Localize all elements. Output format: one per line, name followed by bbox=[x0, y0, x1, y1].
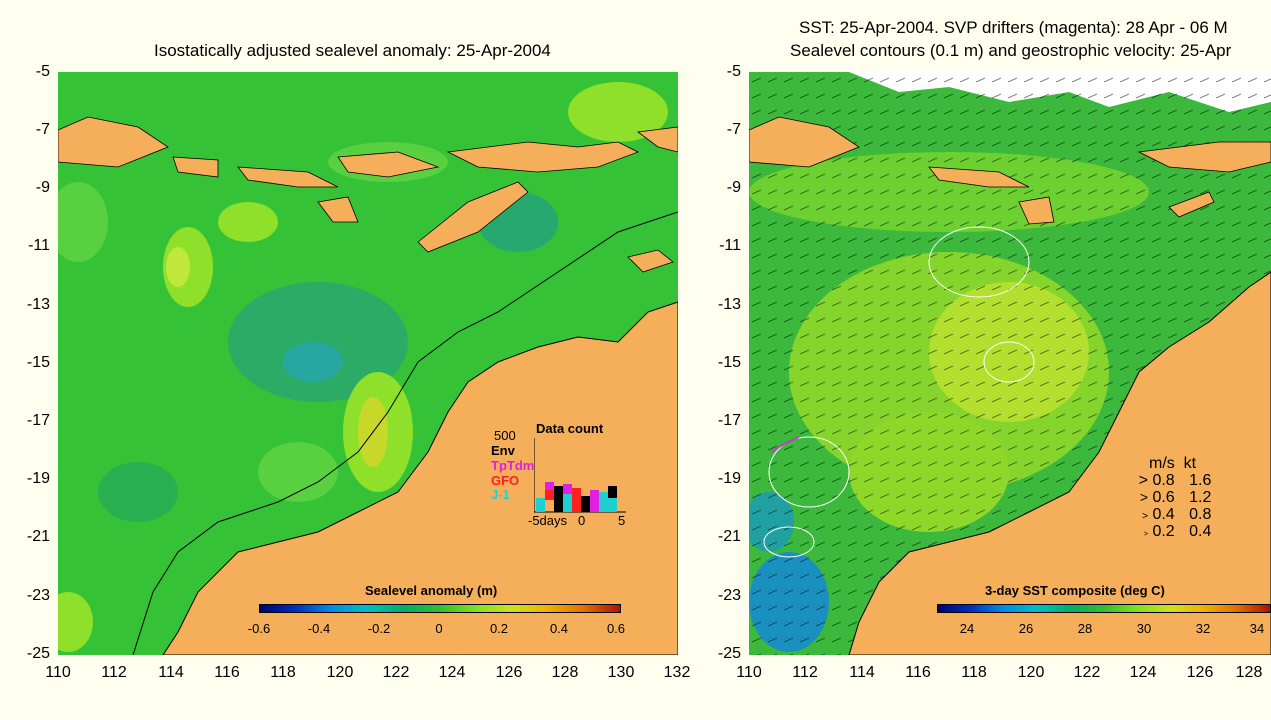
y-tick: -11 bbox=[28, 237, 50, 254]
x-tick: 122 bbox=[1073, 664, 1101, 681]
mission-env: Env bbox=[491, 443, 515, 458]
sealevel-colorbar bbox=[259, 604, 621, 613]
data-count-xlabel: 0 bbox=[578, 513, 586, 528]
y-tick: -9 bbox=[35, 179, 50, 196]
arrow-icon: > bbox=[1142, 511, 1148, 522]
y-tick: -19 bbox=[26, 470, 50, 487]
x-tick: 126 bbox=[1186, 664, 1214, 681]
x-tick: 120 bbox=[1017, 664, 1045, 681]
y-tick: -11 bbox=[719, 237, 741, 254]
y-tick: -23 bbox=[26, 587, 50, 604]
cbar-tick: -0.6 bbox=[247, 621, 271, 636]
velocity-legend-row: > 0.2 0.4 bbox=[1128, 523, 1212, 541]
sst-colorbar-title: 3-day SST composite (deg C) bbox=[985, 583, 1165, 598]
x-tick: 116 bbox=[214, 664, 240, 681]
cbar-tick: 28 bbox=[1077, 621, 1093, 636]
velocity-ms: 0.6 bbox=[1152, 489, 1175, 506]
data-count-title: Data count bbox=[536, 421, 604, 436]
velocity-kt: 0.4 bbox=[1189, 523, 1212, 540]
cbar-tick: 0 bbox=[435, 621, 443, 636]
cbar-tick: 32 bbox=[1195, 621, 1211, 636]
sst-map-canvas bbox=[749, 72, 1271, 655]
velocity-legend-header: m/s kt bbox=[1149, 455, 1197, 472]
data-count-xlabel: 5 bbox=[618, 513, 626, 528]
sst-map bbox=[749, 72, 1271, 655]
velocity-ms: 0.2 bbox=[1152, 523, 1175, 540]
x-tick: 124 bbox=[438, 664, 466, 681]
cbar-tick: -0.2 bbox=[367, 621, 391, 636]
cbar-tick: 0.2 bbox=[489, 621, 509, 636]
cbar-tick: 26 bbox=[1018, 621, 1034, 636]
arrow-icon: > bbox=[1139, 489, 1148, 505]
cbar-tick: -0.4 bbox=[307, 621, 331, 636]
x-tick: 124 bbox=[1129, 664, 1157, 681]
velocity-ms: 0.8 bbox=[1152, 472, 1175, 489]
y-tick: -17 bbox=[717, 412, 741, 429]
y-tick: -7 bbox=[726, 121, 741, 138]
x-tick: 110 bbox=[45, 664, 71, 681]
velocity-legend-row: > 0.6 1.2 bbox=[1128, 489, 1212, 507]
sealevel-anomaly-map bbox=[58, 72, 678, 655]
y-tick: -23 bbox=[717, 587, 741, 604]
y-tick: -21 bbox=[26, 528, 50, 545]
y-tick: -17 bbox=[26, 412, 50, 429]
y-tick: -9 bbox=[726, 179, 741, 196]
sealevel-map-canvas bbox=[58, 72, 678, 655]
x-tick: 120 bbox=[326, 664, 354, 681]
right-map-title-line2: Sealevel contours (0.1 m) and geostrophi… bbox=[790, 41, 1232, 60]
sealevel-colorbar-title: Sealevel anomaly (m) bbox=[365, 583, 498, 598]
x-tick: 114 bbox=[158, 664, 184, 681]
cbar-tick: 24 bbox=[959, 621, 975, 636]
mission-j1: J-1 bbox=[491, 487, 510, 502]
y-tick: -13 bbox=[26, 296, 50, 313]
cbar-tick: 0.4 bbox=[549, 621, 569, 636]
velocity-kt: 0.8 bbox=[1189, 506, 1212, 523]
y-tick: -7 bbox=[35, 121, 50, 138]
x-tick: 110 bbox=[736, 664, 762, 681]
cbar-tick: 0.6 bbox=[606, 621, 626, 636]
x-tick: 132 bbox=[663, 664, 691, 681]
x-tick: 114 bbox=[849, 664, 875, 681]
y-tick: -5 bbox=[726, 63, 741, 80]
x-tick: 126 bbox=[495, 664, 523, 681]
mission-gfo: GFO bbox=[491, 473, 520, 488]
mission-tptdm: TpTdm bbox=[491, 458, 535, 473]
cbar-tick: 34 bbox=[1249, 621, 1265, 636]
y-tick: -15 bbox=[26, 354, 50, 371]
x-tick: 118 bbox=[961, 664, 987, 681]
velocity-legend-row: > 0.4 0.8 bbox=[1128, 506, 1211, 524]
x-tick: 128 bbox=[1235, 664, 1263, 681]
x-tick: 130 bbox=[607, 664, 635, 681]
x-tick: 128 bbox=[551, 664, 579, 681]
data-count-bars bbox=[534, 438, 626, 513]
arrow-icon: > bbox=[1143, 531, 1148, 538]
arrow-icon: > bbox=[1138, 472, 1148, 489]
data-count-scale: 500 bbox=[494, 428, 516, 443]
right-map-title-line1: SST: 25-Apr-2004. SVP drifters (magenta)… bbox=[799, 18, 1228, 37]
y-tick: -5 bbox=[35, 63, 50, 80]
velocity-kt: 1.6 bbox=[1189, 472, 1212, 489]
x-tick: 118 bbox=[270, 664, 296, 681]
x-tick: 112 bbox=[792, 664, 818, 681]
sst-colorbar bbox=[937, 604, 1271, 613]
y-tick: -21 bbox=[717, 528, 741, 545]
y-tick: -25 bbox=[26, 645, 50, 662]
x-tick: 116 bbox=[905, 664, 931, 681]
y-tick: -19 bbox=[717, 470, 741, 487]
data-count-xlabel: -5days bbox=[528, 513, 568, 528]
y-tick: -13 bbox=[717, 296, 741, 313]
velocity-legend-row: > 0.8 1.6 bbox=[1128, 472, 1212, 490]
y-tick: -15 bbox=[717, 354, 741, 371]
velocity-kt: 1.2 bbox=[1189, 489, 1212, 506]
velocity-ms: 0.4 bbox=[1152, 506, 1175, 523]
y-tick: -25 bbox=[717, 645, 741, 662]
left-map-title: Isostatically adjusted sealevel anomaly:… bbox=[154, 41, 551, 60]
cbar-tick: 30 bbox=[1136, 621, 1152, 636]
x-tick: 112 bbox=[101, 664, 127, 681]
x-tick: 122 bbox=[382, 664, 410, 681]
